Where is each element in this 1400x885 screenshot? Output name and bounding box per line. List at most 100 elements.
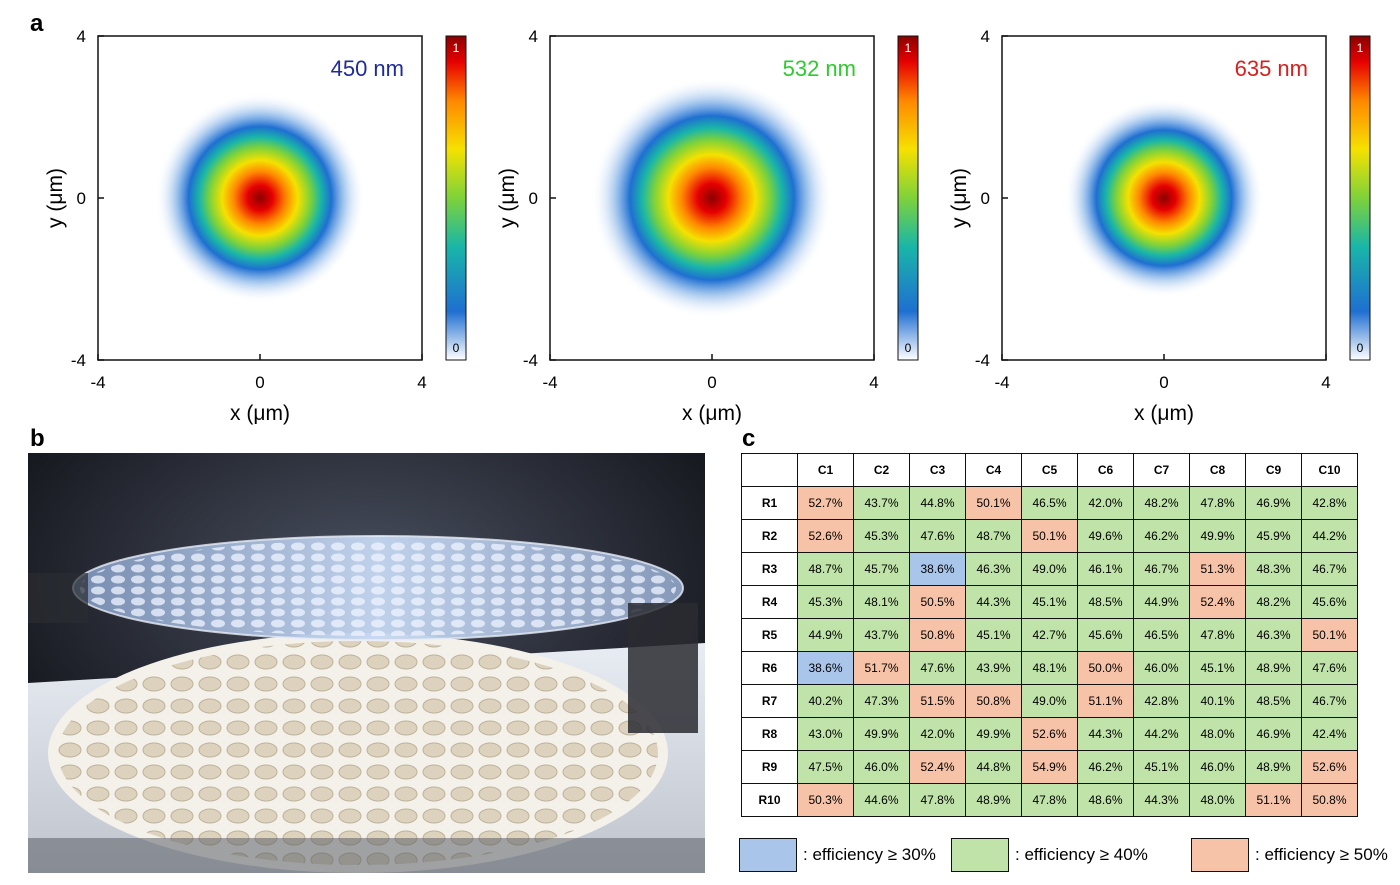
efficiency-cell: 48.7% — [965, 519, 1022, 553]
efficiency-cell: 46.1% — [1077, 552, 1134, 586]
efficiency-cell: 46.7% — [1301, 684, 1358, 718]
efficiency-cell: 38.6% — [797, 651, 854, 685]
table-row: R2 52.6% 45.3% 47.6% 48.7% 50.1% 49.6% 46.2% 49.… — [741, 519, 1358, 553]
panel-letter-b: b — [30, 425, 45, 452]
efficiency-cell: 51.1% — [1245, 783, 1302, 817]
y-tick-label: 0 — [529, 189, 538, 208]
legend-item: : efficiency ≥ 50% — [1191, 837, 1388, 873]
column-header: C1 — [797, 453, 854, 487]
efficiency-cell: 50.8% — [909, 618, 966, 652]
y-tick-label: 4 — [77, 27, 86, 46]
column-header: C2 — [853, 453, 910, 487]
efficiency-cell: 50.8% — [965, 684, 1022, 718]
table-row: R5 44.9% 43.7% 50.8% 45.1% 42.7% 45.6% 46.5% 47.… — [741, 618, 1358, 652]
row-header: R8 — [741, 717, 798, 751]
wavelength-label: 532 nm — [783, 56, 856, 81]
x-axis-label: x (μm) — [230, 402, 290, 425]
efficiency-cell: 43.7% — [853, 486, 910, 520]
efficiency-cell: 48.3% — [1245, 552, 1302, 586]
table-corner-cell — [741, 453, 798, 487]
efficiency-cell: 42.0% — [1077, 486, 1134, 520]
efficiency-cell: 40.2% — [797, 684, 854, 718]
efficiency-cell: 51.1% — [1077, 684, 1134, 718]
efficiency-cell: 44.6% — [853, 783, 910, 817]
row-header: R7 — [741, 684, 798, 718]
table-row: R8 43.0% 49.9% 42.0% 49.9% 52.6% 44.3% 44.2% 48.… — [741, 717, 1358, 751]
efficiency-cell: 45.1% — [1133, 750, 1190, 784]
column-header: C6 — [1077, 453, 1134, 487]
efficiency-cell: 42.0% — [909, 717, 966, 751]
table-row: R6 38.6% 51.7% 47.6% 43.9% 48.1% 50.0% 46.0% 45.… — [741, 651, 1358, 685]
efficiency-cell: 47.6% — [909, 651, 966, 685]
efficiency-cell: 52.4% — [1189, 585, 1246, 619]
row-header: R2 — [741, 519, 798, 553]
legend-swatch — [739, 838, 797, 872]
efficiency-cell: 40.1% — [1189, 684, 1246, 718]
efficiency-cell: 45.1% — [965, 618, 1022, 652]
wavelength-label: 450 nm — [331, 56, 404, 81]
y-axis-label: y (μm) — [496, 168, 519, 228]
efficiency-cell: 43.9% — [965, 651, 1022, 685]
efficiency-cell: 47.8% — [909, 783, 966, 817]
efficiency-cell: 54.9% — [1021, 750, 1078, 784]
column-header: C4 — [965, 453, 1022, 487]
column-header: C9 — [1245, 453, 1302, 487]
wafer-photo — [28, 453, 705, 873]
efficiency-cell: 50.3% — [797, 783, 854, 817]
table-row: R10 50.3% 44.6% 47.8% 48.9% 47.8% 48.6% 44.3% 48… — [741, 783, 1358, 817]
efficiency-cell: 51.5% — [909, 684, 966, 718]
efficiency-cell: 48.5% — [1077, 585, 1134, 619]
efficiency-cell: 45.6% — [1301, 585, 1358, 619]
efficiency-cell: 44.9% — [797, 618, 854, 652]
efficiency-cell: 47.6% — [1301, 651, 1358, 685]
efficiency-cell: 45.3% — [797, 585, 854, 619]
efficiency-cell: 44.8% — [965, 750, 1022, 784]
efficiency-cell: 45.9% — [1245, 519, 1302, 553]
legend-label: : efficiency ≥ 50% — [1255, 845, 1388, 864]
row-header: R5 — [741, 618, 798, 652]
y-tick-label: -4 — [975, 351, 990, 370]
efficiency-cell: 46.3% — [965, 552, 1022, 586]
panel-letter-c: c — [742, 425, 756, 452]
x-tick-label: 0 — [707, 373, 716, 392]
efficiency-cell: 52.6% — [1021, 717, 1078, 751]
efficiency-cell: 49.6% — [1077, 519, 1134, 553]
column-header: C3 — [909, 453, 966, 487]
efficiency-cell: 48.1% — [1021, 651, 1078, 685]
x-axis-label: x (μm) — [1134, 402, 1194, 425]
x-tick-label: 0 — [255, 373, 264, 392]
efficiency-cell: 50.8% — [1301, 783, 1358, 817]
efficiency-table: C1 C2 C3 C4 C5 C6 C7 C8 C9 C10 R1 52.7% 43.7% 44.8% 5… — [741, 453, 1358, 817]
efficiency-cell: 47.8% — [1189, 618, 1246, 652]
efficiency-cell: 47.5% — [797, 750, 854, 784]
x-tick-label: -4 — [542, 373, 557, 392]
legend-item: : efficiency ≥ 40% — [951, 837, 1148, 873]
row-header: R4 — [741, 585, 798, 619]
row-header: R9 — [741, 750, 798, 784]
efficiency-cell: 46.2% — [1077, 750, 1134, 784]
efficiency-cell: 42.8% — [1301, 486, 1358, 520]
colorbar-max-label: 1 — [453, 41, 460, 55]
efficiency-cell: 46.0% — [853, 750, 910, 784]
x-axis-label: x (μm) — [682, 402, 742, 425]
efficiency-cell: 49.9% — [965, 717, 1022, 751]
efficiency-cell: 45.1% — [1189, 651, 1246, 685]
efficiency-cell: 52.4% — [909, 750, 966, 784]
legend-label: : efficiency ≥ 40% — [1015, 845, 1148, 864]
y-tick-label: 0 — [77, 189, 86, 208]
efficiency-cell: 47.6% — [909, 519, 966, 553]
efficiency-cell: 44.3% — [1077, 717, 1134, 751]
efficiency-cell: 48.7% — [797, 552, 854, 586]
efficiency-cell: 46.7% — [1133, 552, 1190, 586]
column-header: C5 — [1021, 453, 1078, 487]
efficiency-cell: 48.9% — [1245, 750, 1302, 784]
efficiency-cell: 50.1% — [1301, 618, 1358, 652]
efficiency-cell: 48.1% — [853, 585, 910, 619]
efficiency-cell: 43.7% — [853, 618, 910, 652]
efficiency-cell: 52.6% — [797, 519, 854, 553]
efficiency-cell: 47.8% — [1189, 486, 1246, 520]
efficiency-cell: 38.6% — [909, 552, 966, 586]
efficiency-cell: 46.5% — [1021, 486, 1078, 520]
efficiency-cell: 46.0% — [1133, 651, 1190, 685]
efficiency-cell: 44.9% — [1133, 585, 1190, 619]
